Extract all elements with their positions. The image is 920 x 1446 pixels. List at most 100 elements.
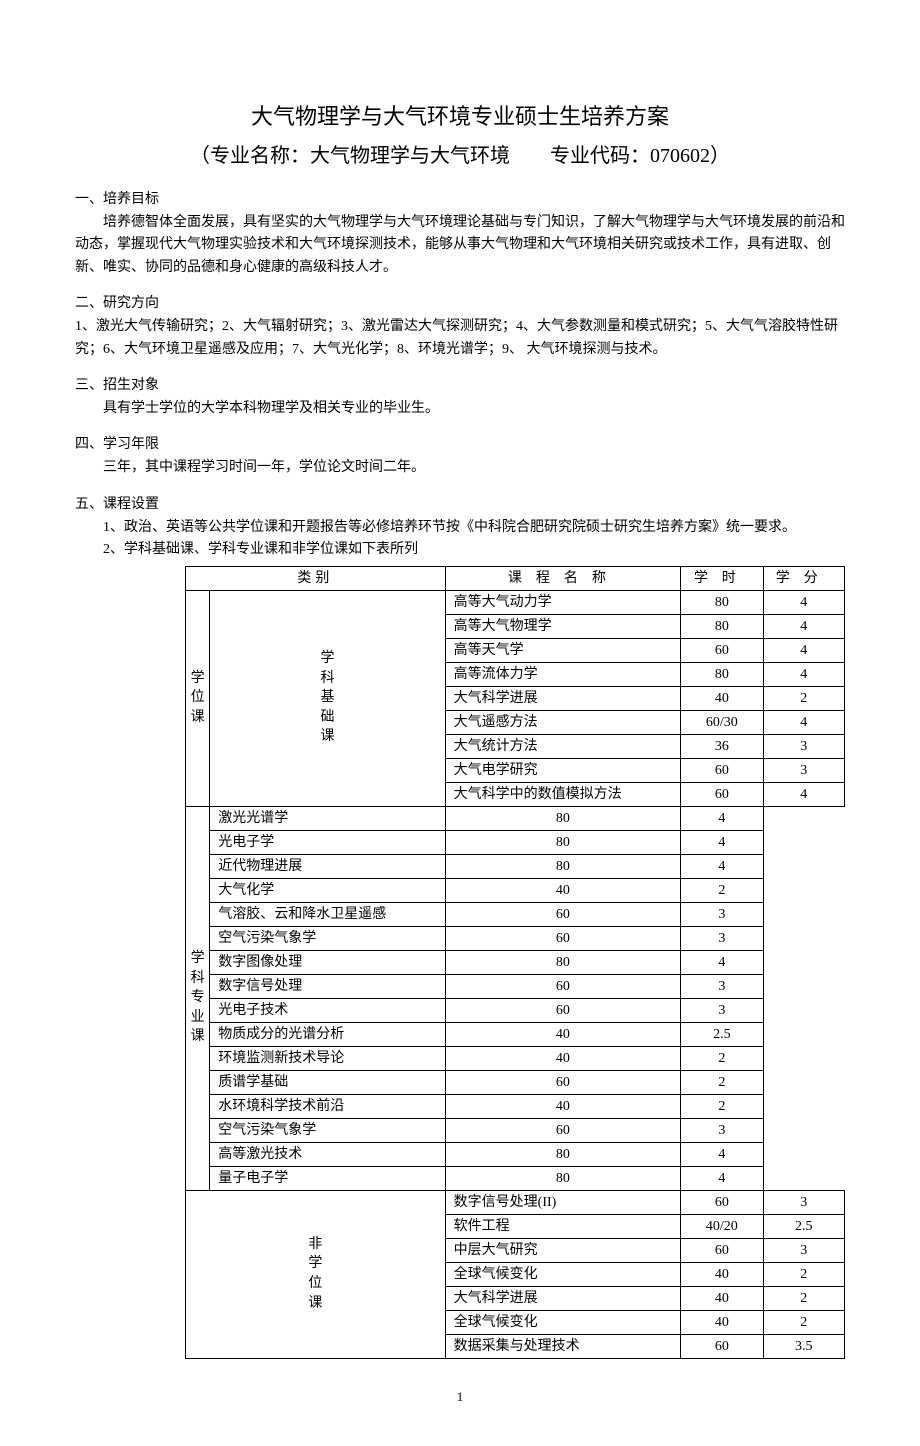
sec2-heading: 二、研究方向 — [75, 293, 845, 314]
cell-hours: 60 — [445, 998, 680, 1022]
cat-degree: 学位课 — [186, 590, 210, 806]
cell-name: 高等大气物理学 — [445, 614, 680, 638]
cell-name: 大气电学研究 — [445, 758, 680, 782]
cell-name: 近代物理进展 — [210, 854, 445, 878]
cell-credit: 2.5 — [763, 1214, 844, 1238]
cell-credit: 2 — [763, 686, 844, 710]
cell-name: 数字信号处理(II) — [445, 1190, 680, 1214]
sec1-para: 培养德智体全面发展，具有坚实的大气物理学与大气环境理论基础与专门知识，了解大气物… — [75, 212, 845, 279]
cell-hours: 40 — [445, 878, 680, 902]
cell-name: 软件工程 — [445, 1214, 680, 1238]
cell-credit: 4 — [763, 710, 844, 734]
cell-hours: 40 — [445, 1094, 680, 1118]
cell-credit: 3 — [681, 902, 763, 926]
sec3-para: 具有学士学位的大学本科物理学及相关专业的毕业生。 — [75, 398, 845, 420]
cell-hours: 60 — [445, 1118, 680, 1142]
cell-hours: 40 — [681, 1262, 763, 1286]
cat-base: 学科基础课 — [210, 590, 445, 806]
cell-name: 环境监测新技术导论 — [210, 1046, 445, 1070]
sec4-para: 三年，其中课程学习时间一年，学位论文时间二年。 — [75, 457, 845, 479]
cell-name: 数字图像处理 — [210, 950, 445, 974]
cell-credit: 2 — [681, 1094, 763, 1118]
table-row: 学位课学科基础课高等大气动力学804 — [186, 590, 845, 614]
cell-credit: 3 — [763, 758, 844, 782]
table-row: 光电子技术603 — [186, 998, 845, 1022]
cell-credit: 3 — [681, 998, 763, 1022]
cell-credit: 4 — [763, 614, 844, 638]
cell-hours: 60 — [681, 1190, 763, 1214]
cell-hours: 80 — [445, 830, 680, 854]
cell-hours: 60/30 — [681, 710, 763, 734]
cell-hours: 60 — [445, 902, 680, 926]
cell-credit: 4 — [681, 854, 763, 878]
cell-name: 高等流体力学 — [445, 662, 680, 686]
cell-name: 全球气候变化 — [445, 1262, 680, 1286]
cell-hours: 80 — [445, 806, 680, 830]
cell-hours: 80 — [445, 1142, 680, 1166]
cell-credit: 2 — [681, 1070, 763, 1094]
cell-name: 大气统计方法 — [445, 734, 680, 758]
cell-name: 大气科学进展 — [445, 1286, 680, 1310]
sec1-heading: 一、培养目标 — [75, 189, 845, 210]
sec3-heading: 三、招生对象 — [75, 375, 845, 396]
cell-hours: 80 — [681, 662, 763, 686]
cell-hours: 80 — [681, 590, 763, 614]
table-row: 光电子学804 — [186, 830, 845, 854]
cell-credit: 4 — [763, 590, 844, 614]
cell-hours: 60 — [445, 926, 680, 950]
sec4-heading: 四、学习年限 — [75, 434, 845, 455]
cell-name: 量子电子学 — [210, 1166, 445, 1190]
table-row: 非学位课数字信号处理(II)603 — [186, 1190, 845, 1214]
cell-credit: 3 — [763, 1190, 844, 1214]
cell-name: 高等天气学 — [445, 638, 680, 662]
cell-name: 大气化学 — [210, 878, 445, 902]
cell-hours: 60 — [681, 782, 763, 806]
cell-hours: 80 — [445, 854, 680, 878]
doc-title: 大气物理学与大气环境专业硕士生培养方案 — [75, 100, 845, 133]
cell-hours: 40 — [681, 1310, 763, 1334]
cell-credit: 4 — [681, 950, 763, 974]
cell-name: 空气污染气象学 — [210, 926, 445, 950]
course-table: 类别 课程名称 学时 学分 学位课学科基础课高等大气动力学804高等大气物理学8… — [185, 566, 845, 1359]
cell-hours: 40 — [445, 1022, 680, 1046]
cell-credit: 3 — [681, 926, 763, 950]
sec2-para: 1、激光大气传输研究；2、大气辐射研究；3、激光雷达大气探测研究；4、大气参数测… — [75, 316, 845, 361]
cell-credit: 3.5 — [763, 1334, 844, 1358]
cell-hours: 60 — [445, 974, 680, 998]
table-row: 量子电子学804 — [186, 1166, 845, 1190]
cell-hours: 40/20 — [681, 1214, 763, 1238]
cell-hours: 40 — [681, 686, 763, 710]
cat-nondegree: 非学位课 — [186, 1190, 446, 1358]
table-row: 环境监测新技术导论402 — [186, 1046, 845, 1070]
sec5-item2: 2、学科基础课、学科专业课和非学位课如下表所列 — [75, 539, 845, 561]
cell-name: 质谱学基础 — [210, 1070, 445, 1094]
cell-credit: 4 — [763, 638, 844, 662]
table-row: 空气污染气象学603 — [186, 1118, 845, 1142]
cell-credit: 4 — [681, 1166, 763, 1190]
cell-hours: 40 — [445, 1046, 680, 1070]
cell-hours: 60 — [445, 1070, 680, 1094]
cell-name: 高等激光技术 — [210, 1142, 445, 1166]
cell-name: 光电子技术 — [210, 998, 445, 1022]
hdr-credit: 学分 — [763, 566, 844, 590]
table-row: 数字图像处理804 — [186, 950, 845, 974]
table-row: 质谱学基础602 — [186, 1070, 845, 1094]
hdr-hours: 学时 — [681, 566, 763, 590]
cell-name: 数字信号处理 — [210, 974, 445, 998]
cat-major: 学科专业课 — [186, 806, 210, 1190]
cell-hours: 60 — [681, 1334, 763, 1358]
cell-name: 全球气候变化 — [445, 1310, 680, 1334]
cell-credit: 2 — [763, 1262, 844, 1286]
hdr-category: 类别 — [186, 566, 446, 590]
cell-credit: 2 — [763, 1310, 844, 1334]
cell-name: 水环境科学技术前沿 — [210, 1094, 445, 1118]
cell-name: 光电子学 — [210, 830, 445, 854]
cell-credit: 3 — [763, 734, 844, 758]
cell-credit: 3 — [681, 1118, 763, 1142]
cell-credit: 3 — [681, 974, 763, 998]
cell-hours: 80 — [681, 614, 763, 638]
cell-name: 气溶胶、云和降水卫星遥感 — [210, 902, 445, 926]
cell-name: 数据采集与处理技术 — [445, 1334, 680, 1358]
cell-hours: 60 — [681, 638, 763, 662]
cell-credit: 2 — [681, 878, 763, 902]
